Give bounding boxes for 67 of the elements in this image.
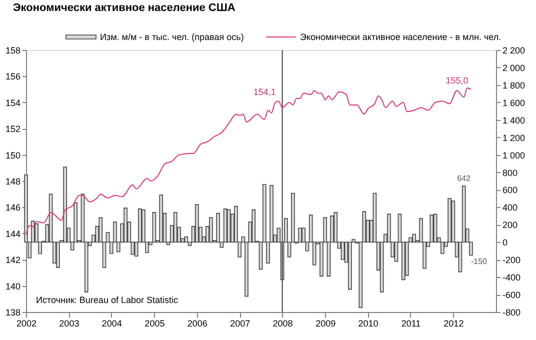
- bar: [433, 214, 438, 243]
- bar: [348, 242, 352, 290]
- y2-tick-label: 1 800: [502, 80, 526, 90]
- bar: [184, 236, 188, 243]
- data-label: 154,1: [253, 87, 276, 98]
- x-tick-label: 2008: [272, 318, 293, 328]
- y2-tick-label: 1 400: [502, 115, 526, 126]
- y2-tick-label: -600: [502, 290, 521, 300]
- x-tick-label: 2002: [16, 318, 37, 328]
- data-label: 642: [457, 174, 472, 184]
- bar: [152, 212, 156, 243]
- y-tick-label: 144: [5, 228, 20, 239]
- bar: [56, 242, 60, 268]
- x-tick-label: 2005: [144, 318, 165, 328]
- x-tick-label: 2006: [187, 318, 208, 328]
- bar: [226, 209, 231, 243]
- y2-tick-label: 1 000: [502, 150, 526, 160]
- bar: [195, 204, 199, 243]
- y2-tick-label: 400: [502, 202, 518, 213]
- x-tick-label: 2009: [316, 318, 336, 328]
- bar: [252, 209, 256, 243]
- line-series: [26, 87, 472, 236]
- y2-tick-label: 2 200: [502, 46, 526, 56]
- y2-tick-label: 1 600: [502, 98, 526, 108]
- y-tick-label: 140: [5, 281, 20, 292]
- y2-tick-label: -400: [502, 272, 521, 283]
- x-tick-label: 2011: [401, 318, 421, 328]
- bar: [412, 234, 416, 243]
- y-tick-label: 142: [5, 255, 20, 266]
- y-tick-label: 146: [5, 202, 20, 213]
- y2-tick-label: 800: [502, 168, 518, 178]
- bar: [440, 242, 444, 254]
- y2-tick-label: -800: [502, 308, 521, 318]
- bar: [209, 217, 213, 243]
- y2-tick-label: 200: [502, 220, 518, 230]
- x-tick-label: 2007: [230, 318, 250, 328]
- y2-tick-label: 0: [502, 238, 508, 248]
- bar: [124, 208, 128, 243]
- y-tick-label: 158: [5, 46, 20, 56]
- y2-tick-label: 1 200: [502, 132, 526, 143]
- data-label: -150: [470, 257, 488, 266]
- legend-label: Изм. м/м - в тыс. чел. (правая ось): [100, 32, 244, 42]
- bar: [173, 212, 178, 243]
- y2-tick-label: -200: [502, 255, 521, 266]
- y2-tick-label: 600: [502, 185, 518, 196]
- bar: [404, 242, 409, 276]
- bar: [340, 242, 345, 260]
- chart-title: Экономически активное население США: [12, 2, 236, 14]
- y2-tick-label: 2 000: [502, 62, 526, 73]
- y-tick-label: 138: [5, 308, 20, 318]
- y-tick-label: 152: [5, 124, 20, 134]
- y-tick-label: 148: [5, 176, 20, 186]
- y-tick-label: 150: [5, 150, 20, 160]
- bar: [298, 228, 302, 243]
- x-tick-label: 2012: [444, 318, 464, 328]
- x-tick-label: 2004: [102, 318, 122, 328]
- data-label: 155,0: [446, 75, 468, 86]
- y-tick-label: 154: [5, 98, 20, 108]
- bar: [159, 194, 164, 243]
- bar: [448, 198, 452, 243]
- legend-label: Экономически активное население - в млн. чел.: [300, 32, 502, 42]
- y-tick-label: 156: [5, 72, 20, 82]
- annotation: Источник: Bureau of Labor Statistic: [36, 295, 178, 305]
- bar: [63, 166, 67, 243]
- x-tick-label: 2003: [59, 318, 80, 328]
- bar: [430, 214, 434, 243]
- x-tick-label: 2010: [358, 318, 378, 328]
